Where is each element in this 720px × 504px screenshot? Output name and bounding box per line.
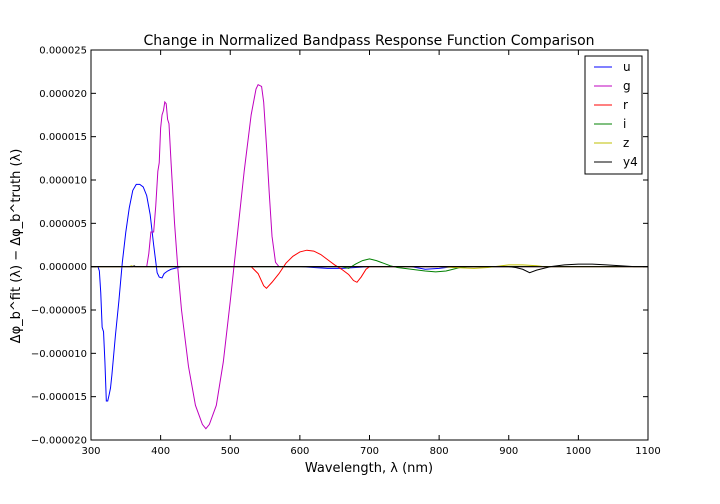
y-tick-label: 0.000010 bbox=[39, 176, 87, 187]
y-tick-label: 0.000005 bbox=[39, 219, 87, 230]
legend-label-g: g bbox=[623, 79, 631, 93]
legend-label-r: r bbox=[623, 98, 628, 112]
legend-label-y4: y4 bbox=[623, 155, 638, 169]
y-tick-label: −0.000020 bbox=[31, 436, 87, 447]
legend-box bbox=[584, 55, 643, 175]
x-tick-label: 500 bbox=[221, 446, 240, 457]
x-tick-label: 400 bbox=[151, 446, 170, 457]
x-tick-label: 700 bbox=[360, 446, 379, 457]
y-tick-label: 0.000015 bbox=[39, 132, 87, 143]
x-tick-label: 900 bbox=[499, 446, 518, 457]
chart-title: Change in Normalized Bandpass Response F… bbox=[143, 33, 594, 49]
plot-area: 300 400 500 600 700 800 900 1000 1100 −0.000020 −0… bbox=[31, 46, 661, 458]
y-tick-label: 0.000020 bbox=[39, 89, 87, 100]
y-axis-label: Δφ_b^fit (λ) − Δφ_b^truth (λ) bbox=[9, 149, 24, 344]
legend-label-i: i bbox=[623, 117, 626, 131]
series-line-g bbox=[91, 83, 648, 430]
y-tick-label: −0.000010 bbox=[31, 349, 87, 360]
x-tick-label: 300 bbox=[81, 446, 100, 457]
legend-label-u: u bbox=[623, 60, 631, 74]
x-axis-label: Wavelength, λ (nm) bbox=[305, 461, 433, 476]
x-tick-label: 1000 bbox=[566, 446, 591, 457]
y-tick-label: −0.000015 bbox=[31, 392, 87, 403]
x-tick-label: 600 bbox=[290, 446, 309, 457]
series-line-r bbox=[91, 249, 648, 290]
legend-label-z: z bbox=[623, 136, 629, 150]
y-tick-label: −0.000005 bbox=[31, 306, 87, 317]
y-tick-label: 0.000000 bbox=[39, 262, 87, 273]
ticks-layer: 300 400 500 600 700 800 900 1000 1100 −0.000020 −0… bbox=[31, 46, 661, 458]
x-tick-label: 800 bbox=[430, 446, 449, 457]
series-line-z bbox=[91, 264, 648, 269]
y-tick-label: 0.000025 bbox=[39, 46, 87, 57]
x-tick-label: 1100 bbox=[635, 446, 660, 457]
